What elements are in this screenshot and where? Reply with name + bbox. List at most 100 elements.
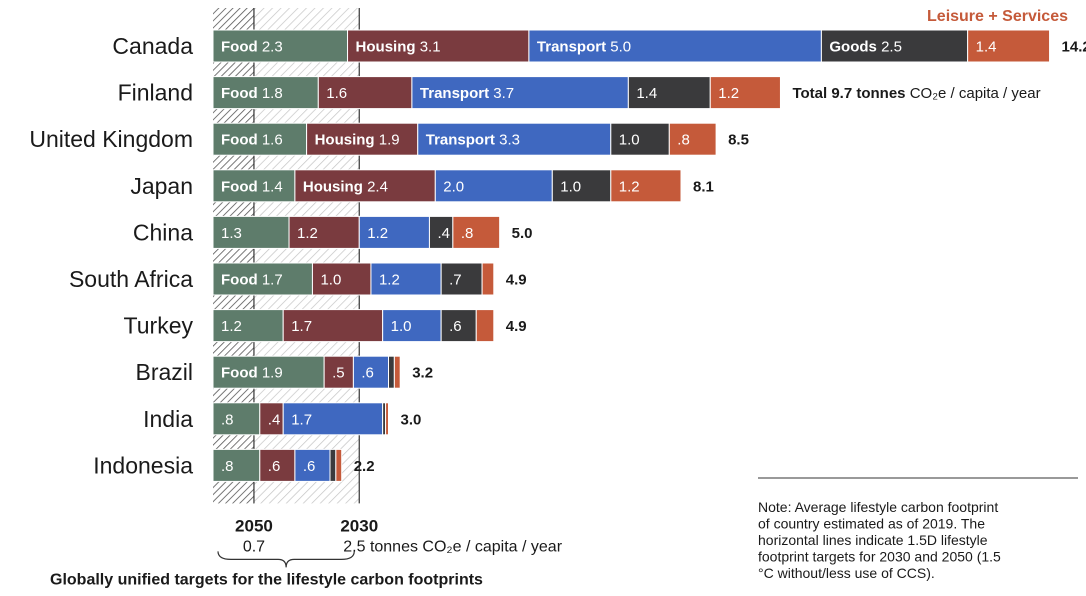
total-label: 3.0 bbox=[401, 411, 422, 428]
total-label: 8.5 bbox=[728, 132, 749, 149]
segment-label: Housing 2.4 bbox=[303, 178, 388, 195]
bar-segment bbox=[481, 262, 495, 296]
segment-label: 1.2 bbox=[367, 225, 388, 242]
bar-segment bbox=[306, 122, 419, 156]
total-label: 3.2 bbox=[412, 365, 433, 382]
segment-label: 1.6 bbox=[326, 85, 347, 102]
note-line: footprint targets for 2030 and 2050 (1.5 bbox=[758, 549, 1001, 565]
bar-segment bbox=[551, 169, 612, 203]
target-2030-value: 2.5 tonnes CO₂e / capita / year bbox=[343, 538, 562, 555]
bar-segment bbox=[212, 169, 296, 203]
total-label: 5.0 bbox=[512, 225, 533, 242]
bar-segment bbox=[417, 122, 612, 156]
bar-segment bbox=[627, 76, 711, 110]
target-2030-year: 2030 bbox=[340, 516, 378, 535]
bar-segment bbox=[411, 76, 629, 110]
target-brace bbox=[217, 551, 355, 568]
target-2050-year: 2050 bbox=[235, 516, 273, 535]
bar-segment bbox=[212, 29, 349, 63]
bar-segment bbox=[212, 122, 308, 156]
country-label: Canada bbox=[112, 33, 193, 59]
bar-segment bbox=[212, 355, 325, 389]
bar-segment bbox=[434, 169, 553, 203]
bar-segment bbox=[212, 309, 284, 343]
segment-label: 1.2 bbox=[297, 225, 318, 242]
segment-label: 1.7 bbox=[291, 318, 312, 335]
bar-segment bbox=[335, 448, 343, 482]
segment-label: Housing 1.9 bbox=[315, 132, 400, 149]
bar-segment bbox=[370, 262, 442, 296]
bar-segment bbox=[282, 309, 384, 343]
bar-segment bbox=[967, 29, 1051, 63]
segment-label: 1.0 bbox=[560, 178, 581, 195]
segment-label: 1.7 bbox=[291, 411, 312, 428]
segment-label: 2.0 bbox=[443, 178, 464, 195]
segment-label: 1.2 bbox=[379, 272, 400, 289]
note-line: °C without/less use of CCS). bbox=[758, 565, 935, 581]
segment-label: Food 1.4 bbox=[221, 178, 283, 195]
segment-label: .5 bbox=[332, 365, 345, 382]
segment-label: Transport 3.7 bbox=[420, 85, 514, 102]
segment-label: 1.2 bbox=[619, 178, 640, 195]
segment-label: Food 1.9 bbox=[221, 365, 283, 382]
bar-segment bbox=[259, 448, 296, 482]
segment-label: 1.0 bbox=[320, 272, 341, 289]
bar-segment bbox=[668, 122, 717, 156]
segment-label: .4 bbox=[268, 411, 281, 428]
note-line: horizontal lines indicate 1.5D lifestyle bbox=[758, 532, 988, 548]
bar-segment bbox=[317, 76, 413, 110]
segment-label: Goods 2.5 bbox=[829, 39, 902, 56]
bar-segment bbox=[212, 448, 261, 482]
segment-label: 1.2 bbox=[221, 318, 242, 335]
total-label: 4.9 bbox=[506, 318, 527, 335]
segment-label: Transport 3.3 bbox=[426, 132, 520, 149]
segment-label: .6 bbox=[449, 318, 462, 335]
total-label: 4.9 bbox=[506, 272, 527, 289]
country-label: Brazil bbox=[135, 359, 193, 385]
bar-segment bbox=[385, 402, 390, 436]
bar-segment bbox=[212, 402, 261, 436]
bar-segment bbox=[475, 309, 495, 343]
bar-segment bbox=[452, 215, 501, 249]
total-label: 8.1 bbox=[693, 178, 714, 195]
bar-segment bbox=[393, 355, 401, 389]
country-label: Finland bbox=[118, 80, 193, 106]
bar-segment bbox=[212, 76, 319, 110]
bar-segment bbox=[329, 448, 337, 482]
bar-segment bbox=[610, 169, 682, 203]
bar-segment bbox=[347, 29, 530, 63]
country-label: South Africa bbox=[69, 266, 193, 292]
total-label: 14.2 bbox=[1062, 39, 1086, 56]
bar-segment bbox=[352, 355, 389, 389]
segment-label: 1.4 bbox=[636, 85, 657, 102]
segment-label: 1.0 bbox=[619, 132, 640, 149]
target-2050-value: 0.7 bbox=[243, 538, 265, 555]
segment-label: .6 bbox=[361, 365, 374, 382]
country-label: China bbox=[133, 219, 193, 245]
segment-label: .4 bbox=[437, 225, 450, 242]
segment-label: 1.4 bbox=[976, 39, 997, 56]
country-label: United Kingdom bbox=[29, 126, 193, 152]
segment-label: Housing 3.1 bbox=[356, 39, 441, 56]
bar-segment bbox=[358, 215, 430, 249]
note-line: of country estimated as of 2019. The bbox=[758, 516, 985, 532]
total-label: 2.2 bbox=[354, 458, 375, 475]
country-label: India bbox=[143, 406, 193, 432]
bar-segment bbox=[440, 309, 477, 343]
legend-leisure-services: Leisure + Services bbox=[927, 8, 1068, 25]
bar-segment bbox=[282, 402, 384, 436]
segment-label: Transport 5.0 bbox=[537, 39, 631, 56]
bar-segment bbox=[610, 122, 670, 156]
bar-segment bbox=[709, 76, 781, 110]
segment-label: Food 2.3 bbox=[221, 39, 283, 56]
bar-segment bbox=[294, 448, 331, 482]
targets-caption: Globally unified targets for the lifesty… bbox=[50, 571, 483, 588]
note-line: Note: Average lifestyle carbon footprint bbox=[758, 499, 998, 515]
segment-label: .6 bbox=[268, 458, 281, 475]
segment-label: Food 1.8 bbox=[221, 85, 283, 102]
segment-label: Food 1.6 bbox=[221, 132, 283, 149]
segment-label: 1.2 bbox=[718, 85, 739, 102]
total-note-unit: CO₂e / capita / year bbox=[910, 85, 1041, 102]
segment-label: .6 bbox=[303, 458, 316, 475]
